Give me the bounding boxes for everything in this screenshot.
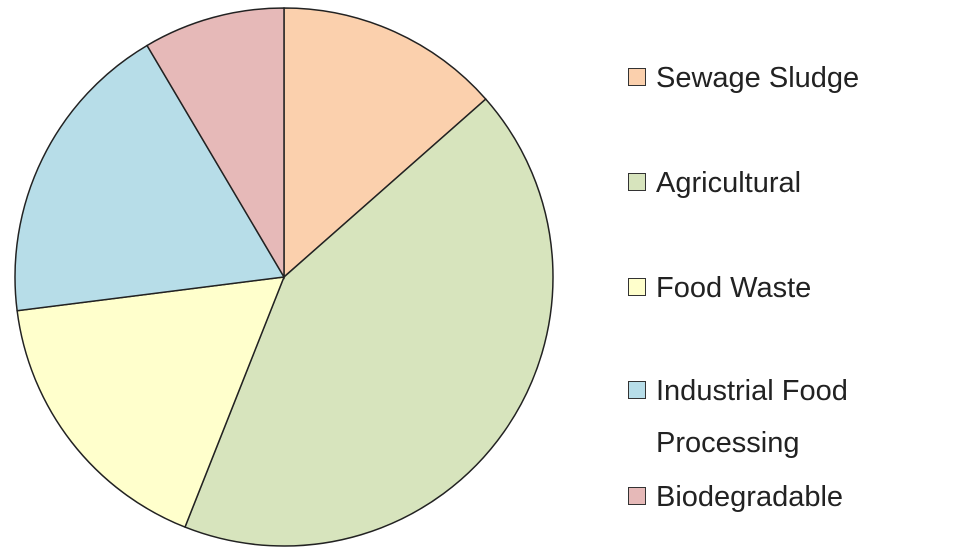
legend-label: Industrial Food Processing bbox=[656, 375, 848, 459]
legend-label: Biodegradable bbox=[656, 481, 844, 513]
legend-item: Biodegradable bbox=[628, 471, 948, 523]
legend-swatch bbox=[628, 68, 646, 86]
legend-swatch bbox=[628, 278, 646, 296]
legend-item: Agricultural bbox=[628, 157, 948, 209]
pie-slice bbox=[14, 44, 286, 312]
legend-swatch bbox=[628, 487, 646, 505]
pie-slice bbox=[184, 98, 554, 547]
pie-slice bbox=[146, 7, 285, 280]
legend-item: Food Waste bbox=[628, 262, 948, 314]
legend-item: Industrial Food Processing bbox=[628, 365, 948, 469]
legend-item: Sewage Sludge bbox=[628, 52, 948, 104]
legend-label: Sewage Sludge bbox=[656, 62, 860, 94]
legend-label: Food Waste bbox=[656, 272, 812, 304]
pie-slice bbox=[16, 276, 286, 529]
legend-swatch bbox=[628, 173, 646, 191]
legend-label: Agricultural bbox=[656, 167, 802, 199]
pie-slice bbox=[283, 7, 487, 279]
legend-swatch bbox=[628, 381, 646, 399]
chart bbox=[14, 7, 554, 547]
